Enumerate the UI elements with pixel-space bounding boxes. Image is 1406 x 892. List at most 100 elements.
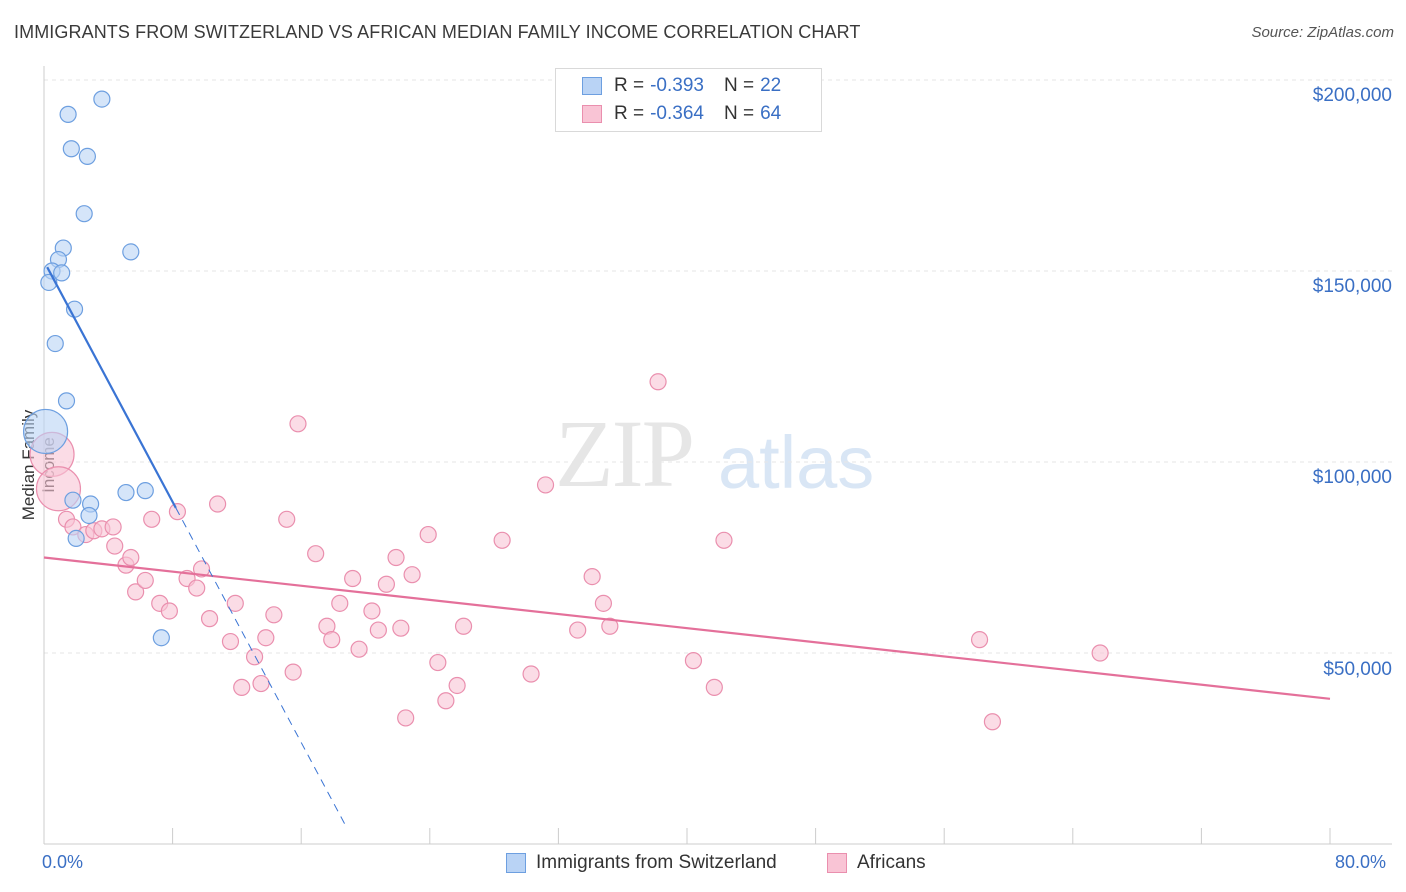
africans-point <box>522 665 540 683</box>
africans-point <box>448 676 466 695</box>
africans-point <box>970 631 989 649</box>
source-label: Source: ZipAtlas.com <box>1251 24 1394 41</box>
africans-point <box>265 606 283 624</box>
africans-point <box>715 531 733 549</box>
africans-point <box>106 537 124 555</box>
switzerland-point <box>64 491 82 509</box>
watermark-zip: ZIP <box>555 400 695 507</box>
africans-point <box>419 525 437 544</box>
switzerland-point <box>117 483 135 502</box>
africans-point <box>601 617 619 635</box>
correlation-legend: R = -0.393 N = 22 R = -0.364 N = 64 <box>555 68 822 132</box>
bottom-legend-label: Africans <box>857 852 926 873</box>
africans-point <box>369 621 387 639</box>
africans-point <box>429 653 447 672</box>
africans-point <box>705 678 723 696</box>
africans-point <box>569 621 587 639</box>
africans-point <box>331 594 349 612</box>
switzerland-point <box>59 105 77 123</box>
switzerland-point <box>23 408 69 455</box>
africans-point <box>363 602 381 620</box>
switzerland-point <box>62 140 80 158</box>
switzerland-point <box>46 334 64 353</box>
africans-point <box>209 495 227 513</box>
switzerland-point <box>152 629 170 647</box>
africans-point <box>454 617 473 635</box>
switzerland-point <box>53 264 71 282</box>
africans-point <box>983 713 1002 731</box>
africans-point <box>594 594 613 612</box>
legend-n-label: N = <box>723 103 755 124</box>
africans-point <box>192 560 211 578</box>
africans-point <box>387 548 405 567</box>
africans-point <box>397 709 415 727</box>
africans-point <box>136 571 154 590</box>
bottom-legend-label: Immigrants from Switzerland <box>536 852 777 873</box>
africans-point <box>649 373 667 391</box>
switzerland-point <box>136 482 154 500</box>
legend-swatch-africans <box>582 105 602 123</box>
africans-point <box>583 567 601 586</box>
africans-point <box>122 548 140 567</box>
legend-r-label: R = <box>614 103 645 124</box>
africans-point <box>536 476 555 494</box>
legend-r-value: -0.393 <box>650 75 704 96</box>
africans-point <box>284 663 302 681</box>
switzerland-trend-extension <box>175 507 347 827</box>
africans-point <box>377 575 395 593</box>
africans-point <box>437 692 455 710</box>
legend-row-switzerland: R = -0.393 N = 22 <box>582 73 781 99</box>
africans-point <box>1091 644 1109 662</box>
y-tick-label: $100,000 <box>1312 467 1392 488</box>
africans-point <box>226 594 244 612</box>
y-tick-label: $150,000 <box>1312 276 1392 297</box>
africans-point <box>278 510 296 528</box>
y-tick-label: $200,000 <box>1312 85 1392 106</box>
africans-point <box>289 415 307 433</box>
legend-swatch-switzerland <box>582 77 602 95</box>
switzerland-trend-line <box>46 266 177 509</box>
africans-point <box>684 652 703 670</box>
africans-point <box>350 640 368 658</box>
africans-point <box>127 583 145 601</box>
x-tick-label-max: 80.0% <box>1335 852 1387 872</box>
bottom-legend-swatch <box>506 853 526 873</box>
africans-point <box>493 531 511 549</box>
africans-point <box>233 678 251 696</box>
switzerland-point <box>75 205 93 223</box>
bottom-legend-switzerland: Immigrants from Switzerland <box>506 852 777 874</box>
africans-point <box>221 632 240 651</box>
switzerland-point <box>80 506 98 525</box>
y-tick-label: $50,000 <box>1323 659 1392 680</box>
switzerland-point <box>67 529 85 548</box>
africans-point <box>104 518 122 536</box>
bottom-legend-africans: Africans <box>827 852 926 874</box>
africans-point <box>252 674 270 693</box>
switzerland-point <box>122 243 140 261</box>
africans-point <box>200 610 219 628</box>
africans-point <box>245 648 264 666</box>
switzerland-point <box>57 392 76 410</box>
legend-n-label: N = <box>723 75 755 96</box>
bottom-legend-swatch <box>827 853 847 873</box>
africans-point <box>188 579 206 597</box>
chart-title: IMMIGRANTS FROM SWITZERLAND VS AFRICAN M… <box>14 22 861 42</box>
africans-point <box>392 619 410 637</box>
legend-r-label: R = <box>614 75 645 96</box>
legend-n-value: 64 <box>760 103 782 124</box>
africans-point <box>257 629 275 647</box>
africans-point <box>344 569 362 588</box>
africans-point <box>403 566 421 584</box>
legend-r-value: -0.364 <box>650 103 704 124</box>
legend-n-value: 22 <box>760 75 782 96</box>
switzerland-point <box>78 147 97 165</box>
africans-point <box>143 510 161 528</box>
africans-point <box>323 631 341 649</box>
x-tick-label-min: 0.0% <box>42 852 84 872</box>
africans-trend-line <box>43 556 1331 700</box>
legend-row-africans: R = -0.364 N = 64 <box>582 101 781 127</box>
africans-point <box>307 545 325 563</box>
switzerland-point <box>93 90 111 108</box>
africans-point <box>160 602 178 620</box>
